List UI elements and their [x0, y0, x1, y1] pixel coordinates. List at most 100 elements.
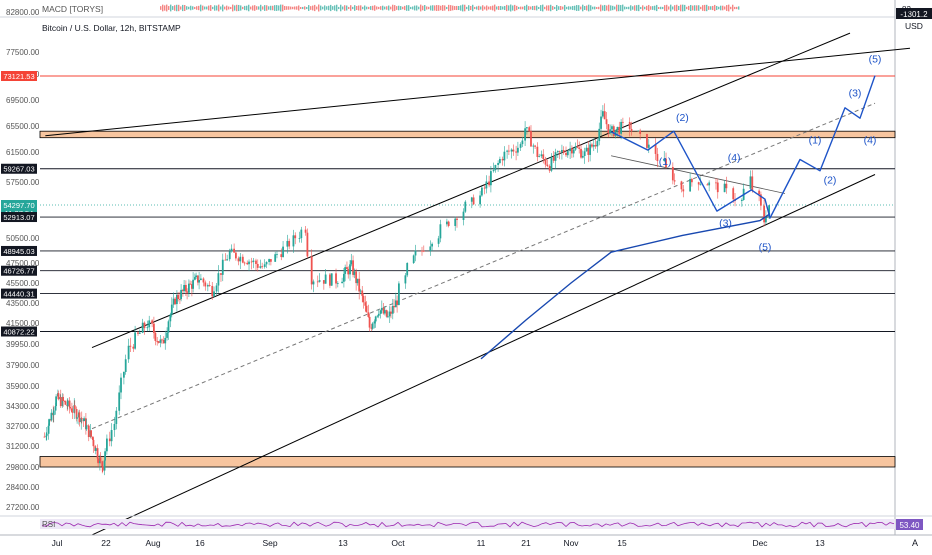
- rsi-value-tag: 53.40: [896, 519, 923, 530]
- candle-body: [166, 332, 168, 338]
- macd-bar: [694, 5, 696, 11]
- price-tag-text: 40872.22: [3, 328, 34, 337]
- candle-body: [517, 147, 519, 153]
- macd-bar: [500, 5, 502, 11]
- macd-bar: [616, 4, 618, 12]
- candle-body: [723, 183, 726, 193]
- macd-bar: [670, 4, 672, 12]
- macd-bar: [534, 5, 536, 11]
- x-tick-label: Nov: [563, 538, 579, 548]
- macd-bar: [356, 5, 358, 11]
- macd-bar: [468, 5, 470, 11]
- y-tick-label: 50500.00: [6, 234, 40, 243]
- candle-body: [374, 316, 377, 322]
- macd-bar: [524, 5, 526, 11]
- candle-body: [182, 289, 184, 292]
- macd-bar: [402, 6, 404, 10]
- candle-body: [177, 294, 179, 300]
- y-tick-label: 28400.00: [6, 483, 40, 492]
- supply-demand-zones: [39, 130, 896, 468]
- candle-body: [528, 127, 531, 132]
- candle-body: [639, 130, 642, 134]
- macd-bar: [672, 6, 674, 10]
- candle-body: [406, 262, 409, 276]
- rsi-label[interactable]: RSI: [42, 520, 55, 529]
- macd-bar: [462, 4, 464, 12]
- macd-bar: [190, 5, 192, 11]
- price-tag-box: [1, 71, 37, 81]
- macd-bar: [708, 6, 710, 10]
- candle-body: [170, 304, 173, 315]
- candle-body: [270, 259, 272, 262]
- macd-bar: [352, 6, 354, 10]
- y-tick-label: 61500.00: [6, 148, 40, 157]
- candle-body: [263, 264, 266, 267]
- macd-label[interactable]: MACD [TORYS]: [42, 4, 103, 14]
- candle-body: [48, 419, 50, 426]
- macd-bar: [562, 6, 564, 10]
- macd-bar: [324, 5, 326, 11]
- candle-body: [76, 417, 78, 419]
- macd-bar: [204, 6, 206, 10]
- macd-bar: [610, 5, 612, 11]
- price-tag-box: [1, 245, 37, 256]
- macd-bar: [544, 6, 546, 10]
- macd-bar: [622, 4, 624, 12]
- candle-body: [592, 145, 595, 147]
- wave-label: (1): [809, 135, 822, 147]
- x-tick-label: Jul: [52, 538, 63, 548]
- candle-body: [601, 111, 604, 117]
- candle-body: [671, 166, 674, 181]
- macd-bar: [220, 6, 222, 10]
- macd-bar: [234, 5, 236, 11]
- macd-bar: [630, 5, 632, 11]
- macd-bar: [538, 6, 540, 10]
- candle-body: [706, 184, 709, 186]
- macd-bar: [600, 4, 602, 12]
- macd-bar: [160, 6, 162, 10]
- candle-body: [352, 260, 354, 275]
- macd-bar: [400, 6, 402, 10]
- candle-body: [429, 246, 432, 252]
- candle-body: [316, 281, 319, 283]
- macd-bar: [614, 6, 616, 10]
- macd-bar: [394, 5, 396, 11]
- macd-bar: [712, 5, 714, 11]
- macd-bar: [466, 6, 468, 10]
- x-tick-label: 11: [477, 538, 486, 548]
- candle-body: [361, 290, 364, 296]
- macd-bar: [396, 6, 398, 10]
- candle-body: [259, 266, 262, 268]
- macd-bar: [572, 5, 574, 11]
- candle-body: [637, 130, 640, 132]
- candle-body: [174, 298, 176, 305]
- macd-bar: [452, 5, 454, 11]
- candle-body: [689, 178, 691, 192]
- macd-bar: [248, 4, 250, 12]
- elliott-wave-projection: [610, 75, 876, 219]
- candle-body: [691, 178, 693, 183]
- candle-body: [92, 436, 94, 440]
- candle-body: [180, 289, 182, 300]
- candle-body: [479, 195, 481, 205]
- candle-body: [71, 411, 74, 413]
- macd-bar: [566, 6, 568, 10]
- macd-bar: [470, 5, 472, 11]
- auto-scale-button[interactable]: A: [912, 538, 918, 548]
- candle-body: [394, 300, 397, 308]
- candle-body: [148, 320, 151, 328]
- candle-body: [200, 278, 202, 280]
- macd-bar: [210, 5, 212, 11]
- candle-body: [57, 393, 60, 400]
- macd-bar: [238, 4, 240, 12]
- macd-bar: [678, 5, 680, 11]
- macd-bar: [276, 5, 278, 11]
- symbol-title[interactable]: Bitcoin / U.S. Dollar, 12h, BITSTAMP: [42, 23, 181, 33]
- candle-body: [99, 457, 102, 462]
- candle-body: [578, 147, 581, 149]
- macd-bar: [370, 6, 372, 10]
- price-axis-background: [895, 0, 932, 550]
- candle-body: [161, 339, 163, 341]
